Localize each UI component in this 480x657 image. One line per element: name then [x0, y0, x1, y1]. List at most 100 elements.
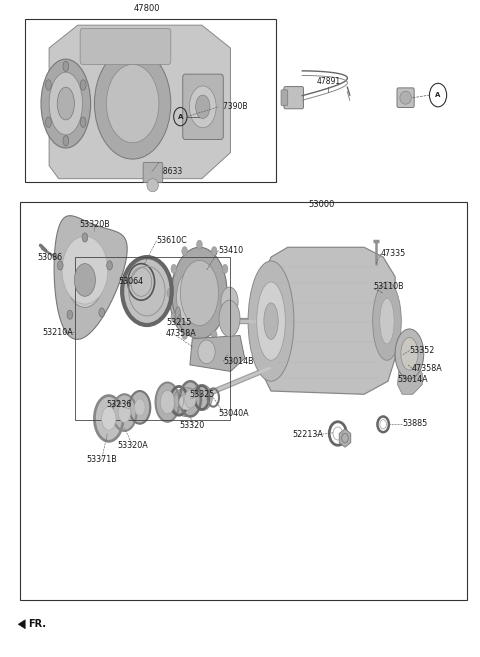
Bar	[75, 257, 230, 420]
Ellipse shape	[192, 384, 212, 411]
Ellipse shape	[221, 287, 238, 316]
Text: 53014B: 53014B	[223, 357, 254, 366]
Ellipse shape	[102, 407, 116, 430]
Ellipse shape	[248, 261, 294, 381]
Text: 53210A: 53210A	[42, 328, 72, 337]
Bar	[25, 18, 276, 182]
Ellipse shape	[46, 117, 51, 127]
Ellipse shape	[62, 236, 108, 304]
Ellipse shape	[107, 64, 159, 143]
Ellipse shape	[129, 391, 150, 424]
Text: 53320: 53320	[180, 421, 205, 430]
Ellipse shape	[107, 261, 112, 270]
Text: 52213A: 52213A	[292, 430, 324, 440]
Ellipse shape	[172, 388, 201, 417]
Ellipse shape	[41, 59, 91, 148]
Text: 53325: 53325	[189, 390, 215, 399]
Ellipse shape	[147, 179, 158, 192]
Polygon shape	[263, 247, 395, 394]
Ellipse shape	[196, 95, 210, 118]
Text: 53236: 53236	[107, 399, 132, 409]
Ellipse shape	[74, 263, 96, 296]
Text: 48633: 48633	[159, 167, 183, 176]
Text: 47891: 47891	[316, 77, 340, 86]
Text: 53320B: 53320B	[79, 220, 110, 229]
Ellipse shape	[67, 310, 72, 319]
Text: 53610C: 53610C	[156, 237, 187, 245]
Ellipse shape	[122, 257, 172, 325]
Ellipse shape	[175, 307, 181, 325]
Ellipse shape	[99, 308, 105, 317]
Ellipse shape	[118, 403, 131, 422]
FancyBboxPatch shape	[80, 28, 171, 64]
Ellipse shape	[80, 79, 86, 90]
Ellipse shape	[95, 48, 171, 159]
Ellipse shape	[80, 117, 86, 127]
Ellipse shape	[197, 337, 202, 346]
Polygon shape	[49, 25, 230, 179]
Ellipse shape	[395, 329, 424, 378]
Text: 47335: 47335	[381, 249, 406, 258]
Ellipse shape	[222, 264, 228, 273]
Polygon shape	[54, 215, 127, 340]
Ellipse shape	[219, 300, 240, 337]
Ellipse shape	[372, 282, 401, 360]
FancyBboxPatch shape	[281, 90, 288, 106]
Ellipse shape	[160, 390, 175, 414]
Ellipse shape	[401, 338, 418, 370]
Text: 53086: 53086	[37, 252, 62, 261]
Ellipse shape	[95, 396, 123, 442]
Ellipse shape	[113, 394, 136, 431]
Ellipse shape	[222, 313, 228, 322]
Ellipse shape	[198, 340, 215, 363]
Text: 53000: 53000	[308, 200, 334, 208]
Text: 53040A: 53040A	[218, 409, 249, 419]
Ellipse shape	[211, 246, 217, 256]
Ellipse shape	[257, 282, 285, 360]
Ellipse shape	[185, 390, 196, 408]
Ellipse shape	[264, 303, 278, 340]
Ellipse shape	[180, 260, 218, 326]
Ellipse shape	[179, 394, 194, 410]
Ellipse shape	[400, 91, 411, 104]
Ellipse shape	[49, 72, 83, 135]
Ellipse shape	[211, 330, 217, 340]
Ellipse shape	[167, 288, 173, 298]
Ellipse shape	[197, 240, 202, 249]
Polygon shape	[18, 620, 25, 629]
Text: 53064: 53064	[118, 277, 144, 286]
Ellipse shape	[170, 260, 210, 336]
FancyBboxPatch shape	[397, 88, 414, 108]
Ellipse shape	[190, 86, 216, 127]
Bar	[21, 202, 467, 600]
Text: A: A	[435, 92, 441, 98]
Ellipse shape	[156, 382, 180, 422]
Polygon shape	[397, 361, 422, 394]
Text: 53320A: 53320A	[117, 441, 148, 450]
Text: 53352: 53352	[409, 346, 435, 355]
Ellipse shape	[177, 271, 203, 324]
Ellipse shape	[380, 298, 394, 344]
Text: 53110B: 53110B	[373, 282, 404, 291]
Ellipse shape	[67, 252, 103, 307]
Text: A: A	[178, 114, 183, 120]
Ellipse shape	[82, 233, 88, 242]
Text: 53215: 53215	[166, 318, 192, 327]
Ellipse shape	[63, 135, 69, 146]
Polygon shape	[339, 429, 351, 447]
Text: FR.: FR.	[28, 620, 46, 629]
Bar	[189, 295, 229, 308]
FancyBboxPatch shape	[143, 162, 163, 183]
Text: 53410: 53410	[218, 246, 244, 255]
Ellipse shape	[180, 381, 201, 417]
Ellipse shape	[226, 288, 232, 298]
Ellipse shape	[57, 87, 74, 120]
Ellipse shape	[58, 261, 63, 270]
FancyBboxPatch shape	[284, 87, 303, 109]
Ellipse shape	[134, 399, 145, 416]
Ellipse shape	[172, 247, 227, 339]
Text: 47358A: 47358A	[166, 329, 197, 338]
Ellipse shape	[182, 330, 188, 340]
Ellipse shape	[171, 313, 177, 322]
Text: 53014A: 53014A	[397, 374, 428, 384]
